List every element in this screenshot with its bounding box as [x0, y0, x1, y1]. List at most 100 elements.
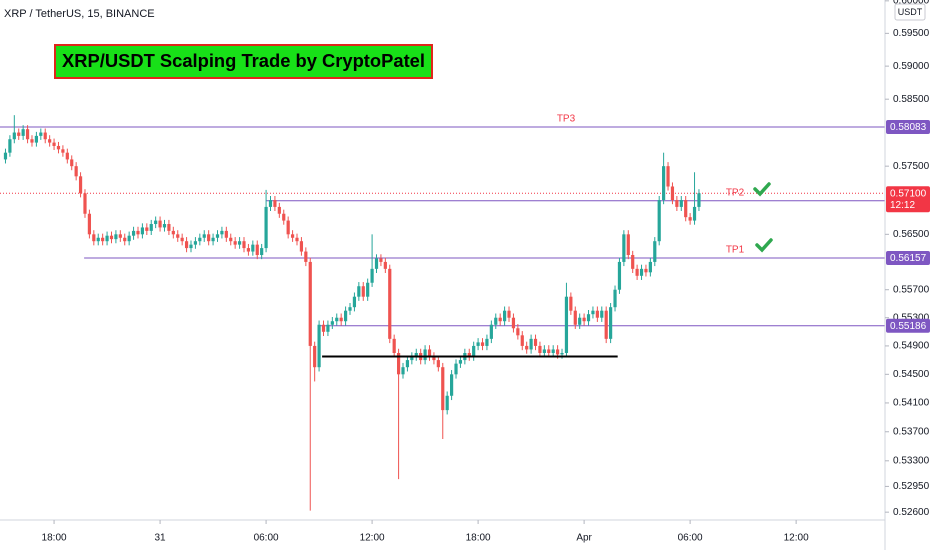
x-tick-label: 31	[155, 533, 167, 544]
x-tick-label: 12:00	[360, 533, 385, 544]
x-tick-label: Apr	[576, 533, 592, 544]
x-tick-label: 12:00	[784, 533, 809, 544]
candle-body	[61, 149, 65, 153]
level-price-box	[886, 119, 930, 134]
candle-body	[670, 186, 675, 201]
candle-body	[123, 237, 127, 242]
candle-body	[171, 230, 175, 235]
candle-body	[357, 286, 361, 297]
candle-body	[286, 220, 290, 235]
candle-body	[533, 338, 538, 346]
check-icon	[755, 238, 773, 253]
candle-body	[154, 220, 158, 225]
currency: USDT	[898, 7, 923, 17]
candle-body	[339, 317, 343, 322]
candle-body	[290, 234, 295, 238]
candle-body	[229, 237, 233, 242]
candle-body	[12, 132, 16, 140]
candle-body	[114, 234, 118, 240]
candle-body	[321, 324, 326, 332]
candle-body	[21, 129, 25, 136]
candle-body	[503, 310, 507, 322]
candle-body	[184, 241, 189, 249]
y-tick-label: 0.56500	[893, 229, 930, 240]
candle-body	[162, 224, 167, 228]
candle-body	[127, 235, 131, 242]
candle-body	[308, 261, 312, 346]
candle-body	[609, 307, 613, 339]
candle-body	[657, 200, 661, 242]
plot-area	[0, 115, 885, 511]
candle-body	[520, 335, 524, 346]
candle-body	[692, 206, 697, 221]
level-label: TP1	[726, 245, 745, 256]
candle-body	[326, 324, 330, 332]
candle-body	[149, 224, 153, 231]
candle-body	[432, 356, 436, 361]
title-box	[54, 44, 433, 79]
candle-body	[507, 310, 511, 318]
candle-body	[48, 139, 52, 143]
candle-body	[454, 363, 458, 375]
candle-body	[295, 237, 299, 242]
candle-body	[96, 237, 100, 242]
y-tick-label: 0.54100	[893, 398, 930, 409]
candle-body	[304, 251, 308, 262]
candle-body	[617, 261, 622, 290]
candle-body	[551, 349, 555, 353]
candle-body	[639, 268, 644, 276]
candle-body	[176, 234, 180, 238]
candle-body	[105, 235, 109, 242]
candle-body	[366, 282, 370, 297]
candle-body	[273, 200, 277, 207]
candle-body	[379, 258, 383, 262]
candle-body	[511, 317, 516, 329]
x-tick-label: 06:00	[254, 533, 279, 544]
countdown-label: 12:12	[890, 200, 915, 211]
candle-body	[445, 395, 449, 411]
candle-body	[427, 349, 432, 357]
level-price-label: 0.56157	[890, 253, 927, 264]
candle-body	[193, 241, 198, 245]
candle-body	[595, 310, 599, 318]
candle-body	[101, 237, 105, 242]
y-tick-label: 0.59500	[893, 28, 930, 39]
candle-body	[635, 268, 639, 276]
candle-body	[604, 310, 608, 339]
candle-body	[268, 200, 273, 207]
candle-body	[211, 237, 215, 242]
candle-body	[538, 345, 542, 353]
candle-body	[560, 352, 564, 355]
candle-body	[246, 248, 251, 252]
candle-body	[586, 314, 591, 322]
check-icon	[753, 182, 771, 197]
candle-body	[688, 217, 692, 221]
candle-body	[542, 349, 546, 353]
y-tick-label: 0.52600	[893, 507, 930, 518]
y-tick-label: 0.58500	[893, 94, 930, 105]
last-price-box	[886, 186, 930, 213]
candle-body	[529, 338, 533, 350]
candle-body	[653, 241, 657, 262]
candle-body	[145, 227, 149, 231]
candle-body	[220, 230, 224, 235]
candle-body	[547, 349, 551, 353]
candle-body	[613, 289, 617, 308]
level-label: TP2	[726, 187, 745, 198]
candle-body	[215, 234, 220, 238]
x-tick-label: 18:00	[466, 533, 491, 544]
candle-body	[34, 135, 38, 143]
candle-body	[489, 324, 493, 339]
y-tick-label: 0.53700	[893, 426, 930, 437]
candle-body	[43, 132, 47, 140]
candle-body	[136, 230, 140, 235]
candle-body	[472, 345, 476, 357]
candle-body	[313, 345, 317, 368]
candle-body	[109, 235, 114, 240]
candle-body	[626, 234, 630, 256]
candle-body	[516, 328, 520, 336]
candle-body	[260, 248, 264, 256]
candle-body	[198, 237, 202, 242]
candle-body	[335, 317, 339, 322]
candle-body	[556, 349, 560, 355]
